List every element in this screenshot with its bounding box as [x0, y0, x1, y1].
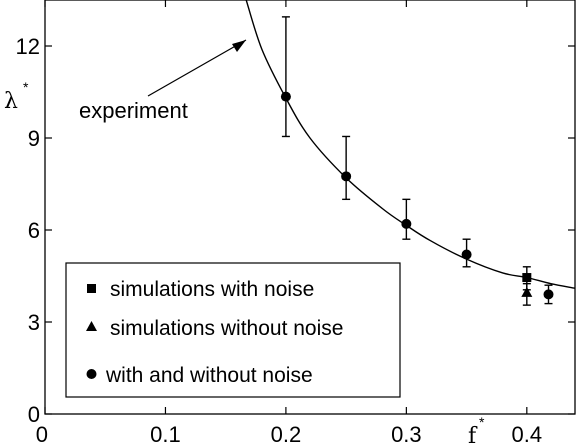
legend-square-marker — [87, 284, 96, 293]
with-and-without-noise-point — [401, 218, 412, 229]
experiment-curve — [245, 0, 576, 289]
experiment-annotation: experiment — [79, 98, 188, 123]
legend-circle-marker — [86, 369, 97, 379]
annotation-arrowhead — [232, 40, 246, 52]
ticks-layer: 0 0.1 0.2 0.3 0.4 0 3 6 9 12 — [16, 0, 575, 447]
x-axis-label-superscript: * — [479, 414, 485, 430]
y-axis-label-superscript: * — [23, 79, 29, 95]
x-axis-label: f — [468, 424, 478, 447]
x-tick-label: 0.1 — [150, 422, 181, 447]
legend-label-without-noise: simulations without noise — [110, 317, 343, 340]
with-and-without-noise-point — [461, 249, 472, 260]
simulations-with-noise-point — [522, 273, 532, 283]
legend-triangle-marker — [86, 321, 97, 331]
curve-layer — [245, 0, 576, 289]
legend: simulations with noise simulations witho… — [65, 262, 401, 398]
legend-label-with-noise: simulations with noise — [110, 278, 314, 301]
y-tick-label: 0 — [28, 402, 40, 427]
legend-label-both: with and without noise — [105, 364, 313, 387]
with-and-without-noise-point — [543, 289, 554, 300]
x-tick-label: 0.4 — [512, 422, 543, 447]
points-layer — [280, 16, 554, 306]
with-and-without-noise-point — [341, 171, 352, 182]
annotation-arrow-line — [147, 39, 247, 97]
x-tick-label: 0 — [36, 422, 48, 447]
with-and-without-noise-point — [280, 91, 291, 102]
y-tick-label: 12 — [16, 34, 40, 59]
x-tick-label: 0.2 — [271, 422, 302, 447]
y-tick-label: 3 — [28, 310, 40, 335]
plot-frame — [44, 0, 576, 415]
legend-box — [65, 262, 401, 398]
simulations-without-noise-point — [521, 286, 533, 297]
y-tick-label: 9 — [28, 126, 40, 151]
x-tick-label: 0.3 — [391, 422, 422, 447]
y-axis-label: λ — [4, 89, 18, 114]
y-tick-label: 6 — [28, 218, 40, 243]
